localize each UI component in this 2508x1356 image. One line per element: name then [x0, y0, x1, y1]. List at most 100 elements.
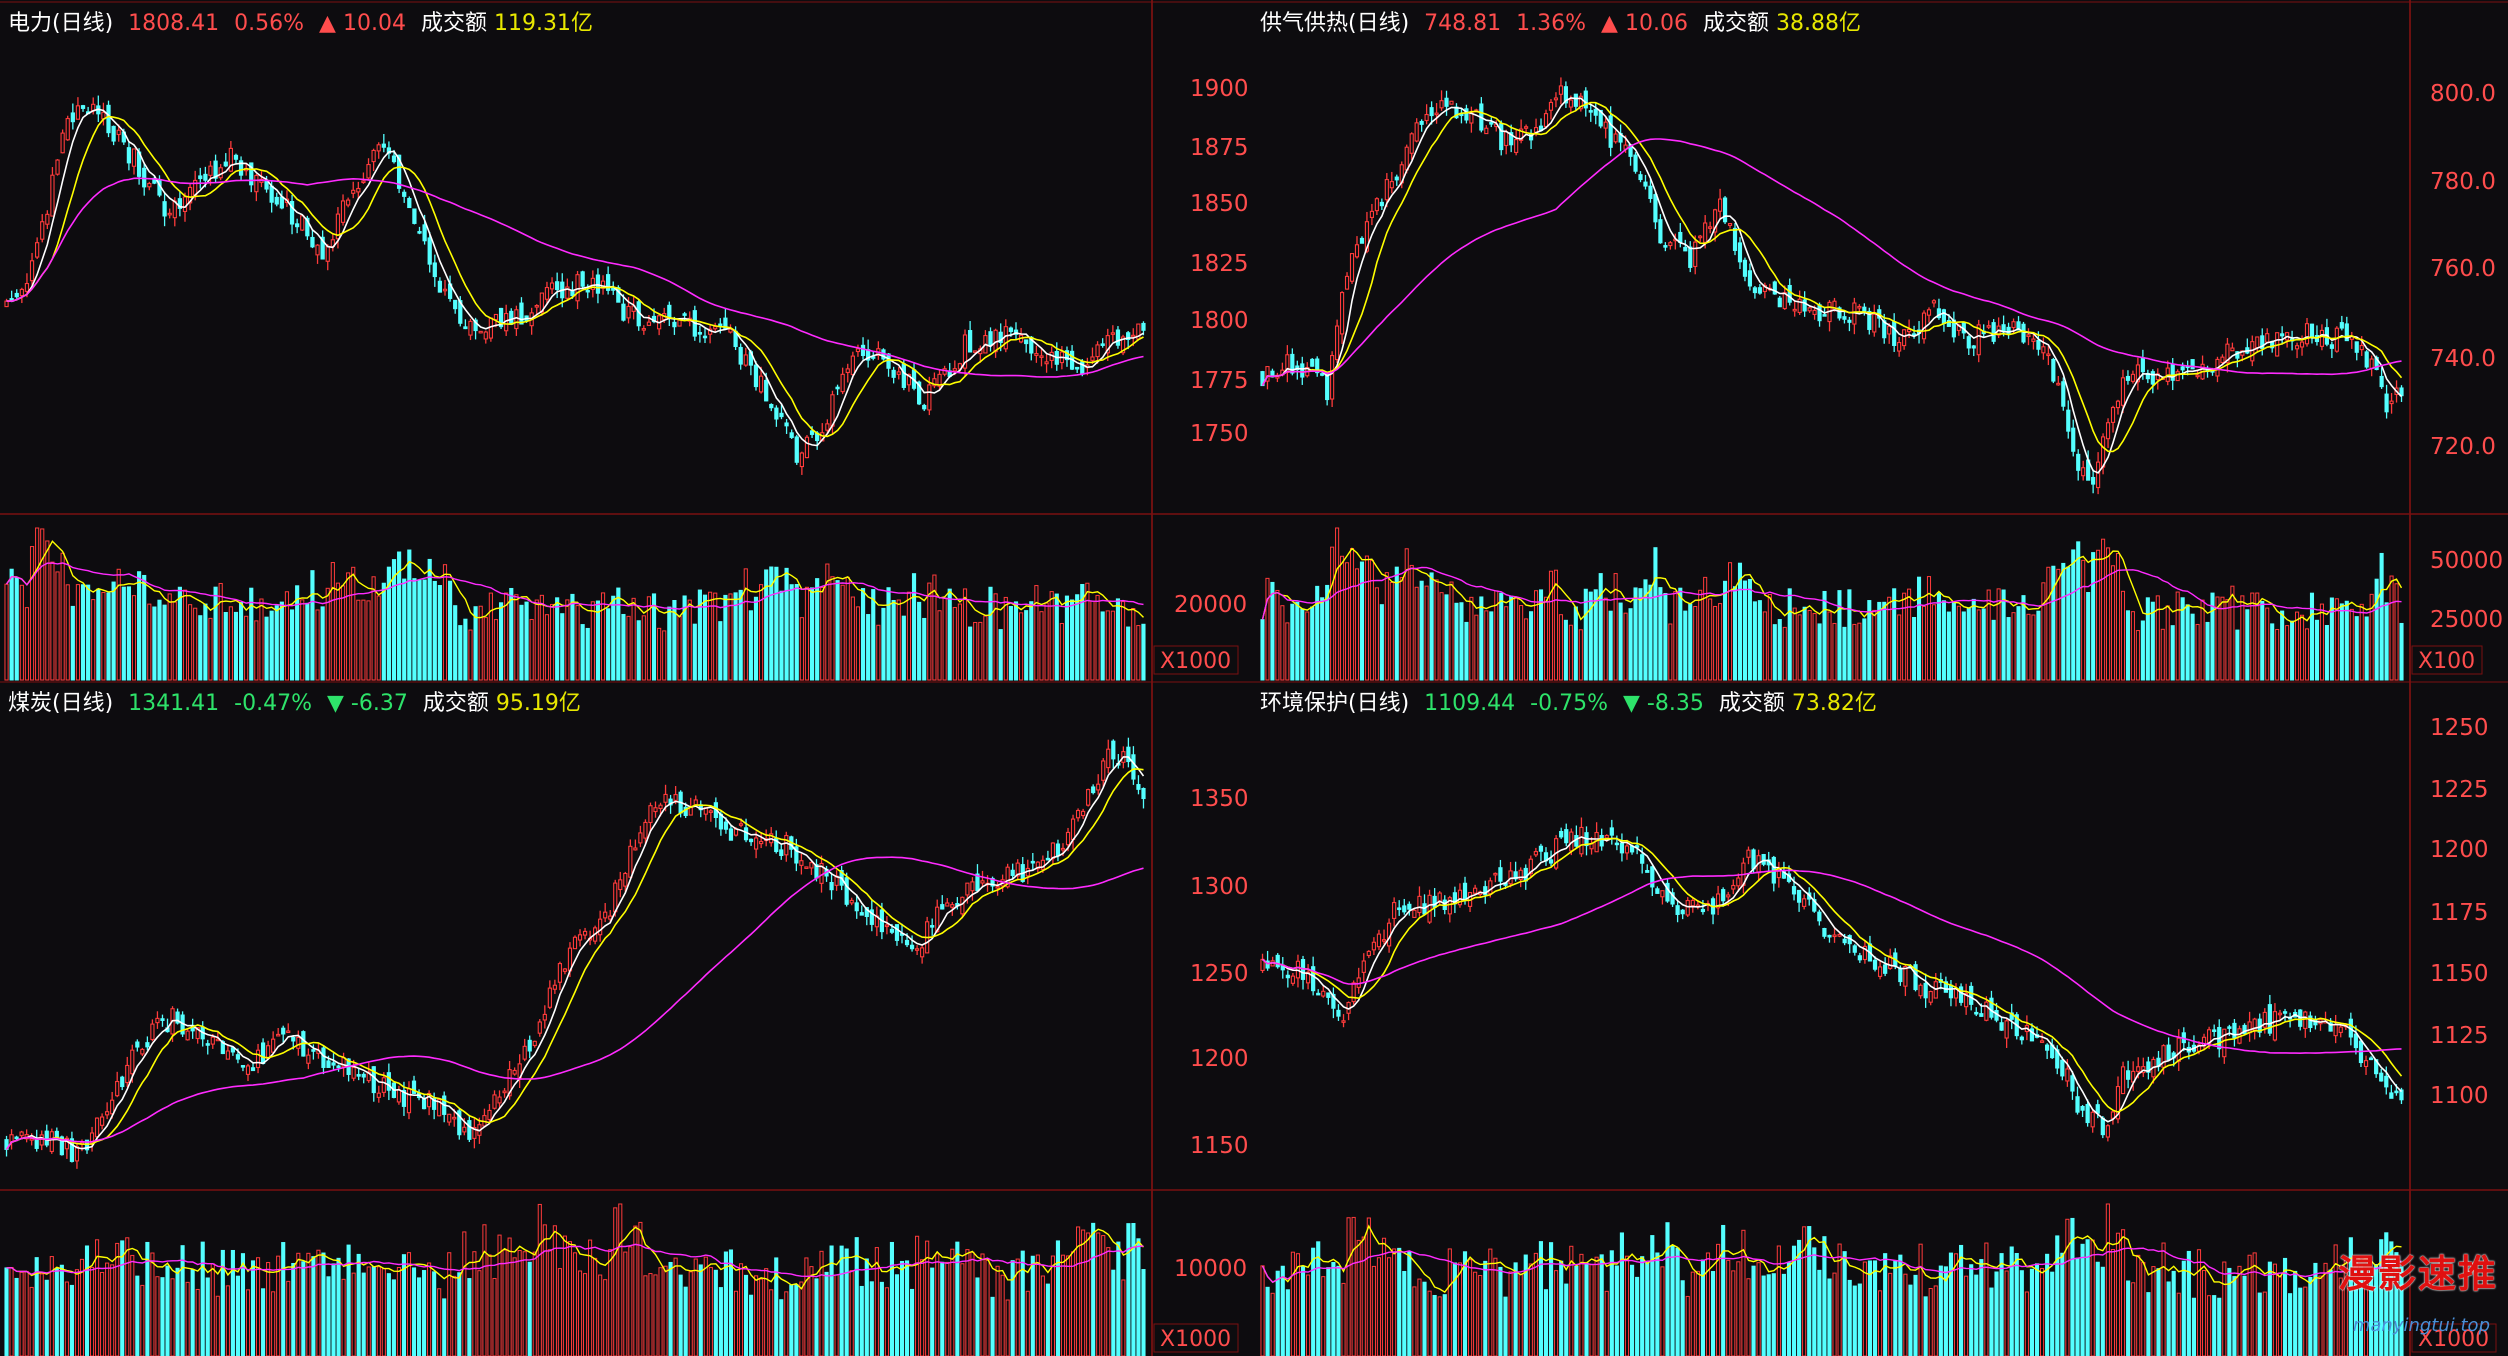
candle-body	[1685, 899, 1690, 916]
volume-bar	[91, 599, 96, 681]
ma60-line	[1261, 138, 2402, 386]
candle-body	[131, 148, 137, 167]
candle-body	[1300, 363, 1305, 378]
candle-body	[2262, 1011, 2267, 1028]
volume-bar	[170, 1278, 175, 1356]
volume-bar	[738, 589, 743, 681]
candle-body	[492, 1094, 497, 1109]
volume-bar	[1931, 604, 1937, 681]
candle-body	[1837, 933, 1842, 937]
volume-bar	[220, 1249, 225, 1356]
volume-bar	[544, 614, 550, 681]
volume-bar	[708, 591, 713, 681]
candle-body	[896, 371, 901, 375]
volume-bar	[497, 1234, 502, 1356]
volume-bar	[1105, 610, 1110, 681]
candle-body	[320, 236, 325, 260]
candle-body	[519, 302, 524, 325]
volume-bar	[1060, 1254, 1066, 1356]
candle-body	[585, 289, 590, 293]
volume-bar	[1364, 555, 1369, 681]
candle-body	[980, 880, 985, 884]
candle-body	[1389, 181, 1394, 189]
volume-bar	[1781, 1273, 1786, 1356]
volume-bar	[1847, 589, 1852, 681]
volume-bar	[325, 587, 330, 681]
volume-bar	[502, 1249, 507, 1356]
volume-bar	[1543, 1289, 1549, 1356]
candle-body	[1751, 849, 1756, 870]
volume-bars	[4, 527, 1146, 681]
volume-bar	[1514, 597, 1519, 681]
volume-bar	[391, 1279, 396, 1356]
candle-body	[1941, 309, 1947, 324]
candle-body	[2309, 323, 2315, 338]
panel-gongqi[interactable]: 800.0780.0760.0740.0720.05000025000X100 …	[1256, 0, 2508, 1356]
volume-tick-label: 25000	[2430, 607, 2503, 633]
candle-body	[509, 310, 514, 325]
volume-bar	[945, 1261, 950, 1356]
change-value: -8.35	[1647, 691, 1704, 716]
candle-body	[396, 154, 402, 189]
volume-bar	[2303, 1286, 2308, 1356]
candle-body	[1971, 345, 1976, 349]
candle-body	[1761, 854, 1766, 865]
candle-body	[1325, 373, 1330, 401]
pct-change: -0.75%	[1530, 691, 1608, 716]
candle-body	[1341, 1020, 1346, 1023]
volume-bar	[839, 1245, 844, 1356]
candle-body	[325, 245, 330, 262]
candle-body	[412, 208, 417, 224]
volume-bar	[824, 1271, 829, 1356]
volume-bar	[2348, 1237, 2353, 1356]
volume-bar	[1473, 1271, 1478, 1356]
volume-bar	[356, 1253, 361, 1356]
candle-body	[187, 186, 193, 204]
volume-bar	[988, 586, 993, 681]
candle-body	[708, 810, 713, 813]
volume-bar	[463, 618, 468, 681]
volume-bar	[2029, 1268, 2035, 1356]
candle-body	[437, 1098, 442, 1117]
candle-body	[185, 1030, 190, 1041]
candle-body	[2328, 1022, 2333, 1032]
candle-body	[2081, 467, 2086, 477]
volume-bar	[534, 599, 539, 681]
volume-bar	[1969, 1264, 1974, 1356]
candle-body	[1976, 324, 1981, 356]
volume-bar	[616, 587, 621, 681]
volume-bar	[2190, 613, 2195, 681]
volume-bar	[215, 1295, 220, 1356]
volume-bar	[1295, 1253, 1301, 1356]
candle-body	[1462, 882, 1468, 900]
volume-bar	[585, 627, 590, 681]
volume-bar	[789, 1284, 794, 1356]
volume-bar	[672, 599, 677, 681]
volume-bar	[514, 594, 519, 681]
volume-bar	[2215, 596, 2220, 681]
candle-body	[2333, 1024, 2338, 1037]
candle-body	[1457, 889, 1463, 906]
volume-bar	[1351, 1216, 1356, 1356]
volume-bar	[135, 1275, 140, 1356]
volume-bar	[1877, 601, 1882, 681]
candle-body	[886, 353, 891, 369]
candle-body	[1344, 275, 1350, 290]
candle-body	[830, 394, 835, 427]
volume-bar	[980, 1253, 985, 1356]
volume-bar	[975, 1277, 980, 1356]
volume-bar	[1638, 588, 1643, 681]
volume-bar	[1645, 1262, 1650, 1356]
volume-bar	[1772, 624, 1777, 681]
candle-body	[1366, 950, 1371, 957]
volume-bar	[1275, 1270, 1280, 1356]
candle-body	[351, 1067, 356, 1079]
candle-body	[1528, 858, 1533, 875]
volume-bar	[1488, 1248, 1493, 1356]
candle-body	[1101, 760, 1106, 781]
volume-unit-label: X100	[2418, 649, 2475, 674]
volume-bar	[2011, 612, 2016, 681]
